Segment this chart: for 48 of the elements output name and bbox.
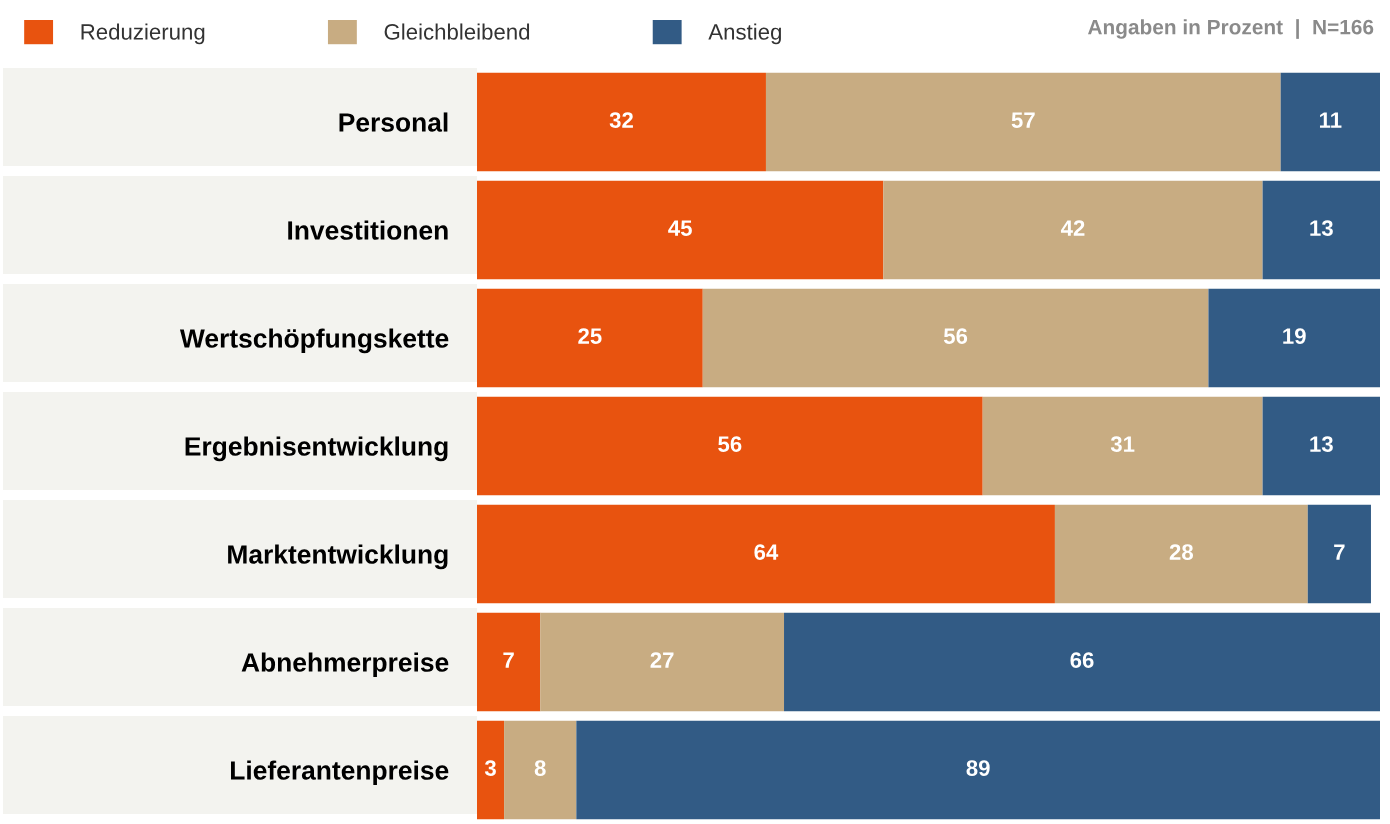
bar	[1262, 396, 1380, 496]
y-tick-label: Investitionen	[288, 220, 448, 240]
data-label: 28	[1169, 544, 1194, 560]
bar	[1280, 72, 1380, 172]
y-tick-label: Personal	[339, 112, 448, 132]
data-label: 25	[578, 328, 602, 344]
bar	[576, 720, 1380, 820]
bar	[1262, 180, 1380, 280]
data-label: 11	[1319, 112, 1342, 128]
data-label: 45	[668, 220, 692, 236]
data-label: 19	[1283, 328, 1306, 344]
data-label: 27	[650, 652, 674, 668]
bar	[982, 396, 1263, 496]
data-label: 3	[484, 760, 496, 776]
data-label: 7	[1334, 544, 1345, 560]
data-label: 66	[1070, 652, 1094, 668]
bar	[1208, 288, 1380, 388]
data-label: 13	[1310, 436, 1333, 452]
bar	[883, 180, 1263, 280]
y-tick-label: Lieferantenpreise	[231, 760, 449, 786]
data-label: 42	[1060, 220, 1085, 236]
bar	[504, 720, 577, 820]
y-tick-label: Ergebnisentwicklung	[185, 436, 448, 462]
text: Angaben in Prozent | N=166	[1087, 19, 1374, 39]
data-label: 56	[943, 328, 968, 344]
bar	[477, 612, 541, 712]
y-tick-label: Abnehmerpreise	[241, 652, 449, 678]
data-label: 7	[503, 652, 514, 668]
data-label: 32	[609, 112, 633, 128]
bar	[702, 288, 1209, 388]
data-label: 8	[534, 760, 546, 776]
legend-label: Gleichbleibend	[384, 23, 530, 40]
bar	[765, 72, 1281, 172]
bar	[1307, 504, 1371, 604]
y-tick-label: Marktentwicklung	[228, 544, 448, 570]
data-label: 57	[1011, 112, 1035, 128]
data-label: 13	[1310, 220, 1333, 236]
legend-label: Reduzierung	[81, 23, 205, 45]
bar	[784, 612, 1380, 712]
data-label: 89	[966, 760, 990, 776]
bar	[540, 612, 785, 712]
bar	[477, 720, 505, 820]
legend-label: Anstieg	[708, 23, 781, 45]
bar	[1054, 504, 1308, 604]
data-label: 31	[1110, 436, 1135, 452]
data-label: 64	[754, 544, 779, 560]
y-tick-label: Wertschöpfungskette	[179, 328, 449, 354]
data-label: 56	[718, 436, 742, 452]
